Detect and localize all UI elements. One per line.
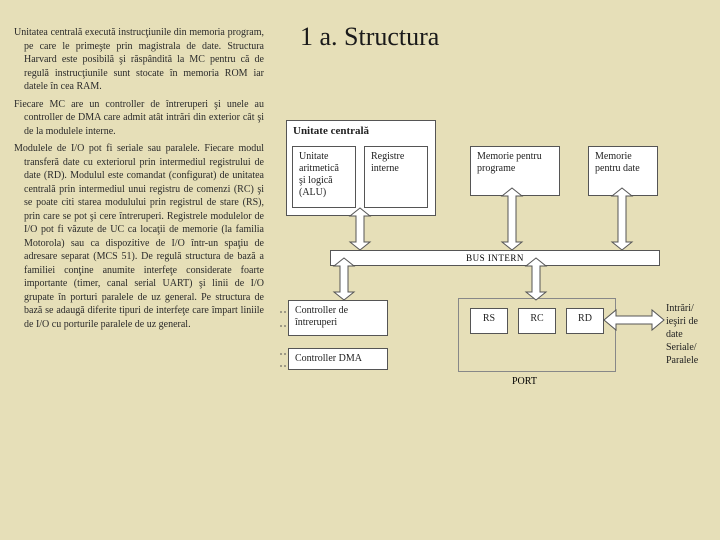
memd-l2: pentru date (595, 163, 651, 175)
io-l3: date (666, 328, 710, 341)
alu-box: Unitate aritmetică şi logică (ALU) (292, 146, 356, 208)
page-title: 1 a. Structura (300, 22, 439, 52)
ctrl-dma-label: Controller DMA (295, 353, 362, 364)
io-l1: Intrări/ (666, 302, 710, 315)
io-l2: ieşiri de (666, 315, 710, 328)
para-2: Fiecare MC are un controller de întrerup… (14, 98, 264, 139)
alu-l1: Unitate (299, 151, 349, 163)
port-label: PORT (512, 376, 537, 387)
memp-l2: programe (477, 163, 553, 175)
para-1: Unitatea centrală execută instrucţiunile… (14, 26, 264, 94)
mem-data-box: Memorie pentru date (588, 146, 658, 196)
structure-diagram: Unitate centrală Unitate aritmetică şi l… (280, 120, 710, 450)
bus-label: BUS INTERN (466, 253, 524, 263)
ctrl-dma-box: Controller DMA (288, 348, 388, 370)
alu-l3: şi logică (299, 175, 349, 187)
port-container (458, 298, 616, 372)
reg-l2: interne (371, 163, 421, 175)
reg-l1: Registre (371, 151, 421, 163)
io-side-label: Intrări/ ieşiri de date Seriale/ Paralel… (666, 302, 710, 367)
arrow-memd-bus (612, 188, 632, 250)
memd-l1: Memorie (595, 151, 651, 163)
io-l4: Seriale/ (666, 341, 710, 354)
uc-header: Unitate centrală (287, 121, 435, 142)
bus-bar: BUS INTERN (330, 250, 660, 266)
port-text: PORT (512, 376, 537, 387)
io-l5: Paralele (666, 354, 710, 367)
alu-l2: aritmetică (299, 163, 349, 175)
alu-l4: (ALU) (299, 187, 349, 199)
ctrl-int-l1: Controller de (295, 305, 381, 317)
ctrl-int-l2: întreruperi (295, 317, 381, 329)
para-3: Modulele de I/O pot fi seriale sau paral… (14, 142, 264, 331)
ctrl-int-box: Controller de întreruperi (288, 300, 388, 336)
mem-prog-box: Memorie pentru programe (470, 146, 560, 196)
description-column: Unitatea centrală execută instrucţiunile… (14, 26, 264, 335)
memp-l1: Memorie pentru (477, 151, 553, 163)
reg-box: Registre interne (364, 146, 428, 208)
arrow-memp-bus (502, 188, 522, 250)
